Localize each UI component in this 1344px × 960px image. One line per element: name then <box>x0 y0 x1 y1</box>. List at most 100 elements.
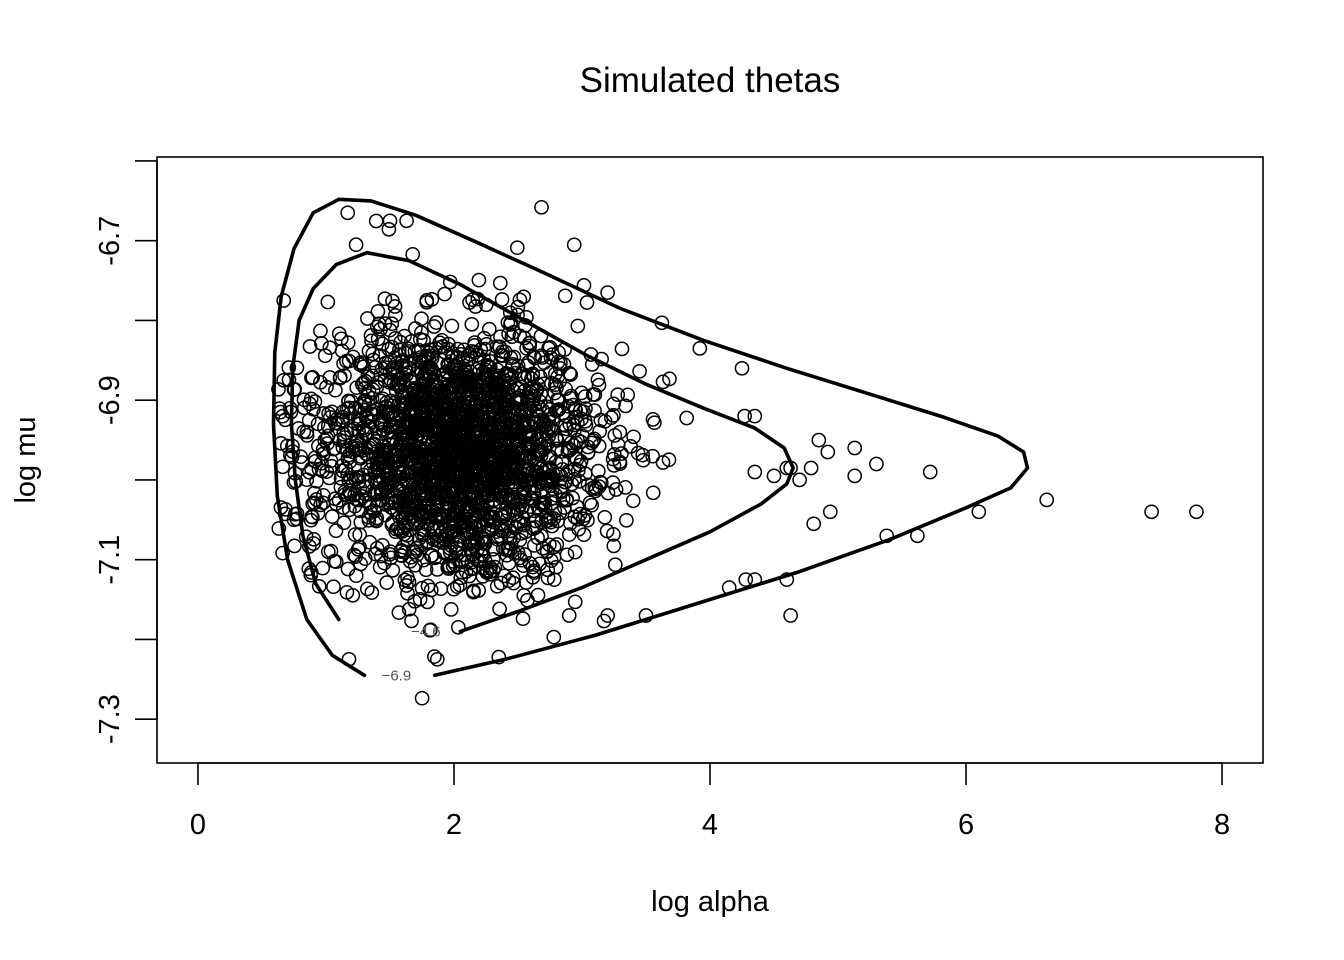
data-point <box>558 467 574 483</box>
data-point <box>349 470 365 485</box>
data-point <box>606 408 621 423</box>
data-point <box>391 453 407 469</box>
data-point <box>449 455 465 471</box>
data-point <box>692 341 708 356</box>
data-point <box>380 424 396 440</box>
data-point <box>423 446 439 462</box>
data-point <box>536 376 552 392</box>
y-tick-label: -7.1 <box>94 535 126 585</box>
data-point <box>610 387 626 403</box>
data-point <box>811 432 827 448</box>
data-point <box>582 495 598 511</box>
data-point <box>561 608 577 623</box>
data-point <box>530 456 545 472</box>
data-point <box>626 429 641 445</box>
data-point <box>464 375 480 390</box>
data-point <box>302 464 317 480</box>
data-point <box>463 561 479 577</box>
data-point <box>448 401 464 417</box>
data-point <box>411 460 427 475</box>
data-point <box>417 350 433 365</box>
data-point <box>549 432 565 448</box>
data-point <box>309 473 324 489</box>
data-point <box>555 491 571 507</box>
data-point <box>275 459 291 475</box>
data-point <box>528 513 544 529</box>
y-tick-label: -6.9 <box>94 375 126 425</box>
data-point <box>446 581 462 597</box>
data-point <box>271 521 287 536</box>
data-point <box>491 447 507 463</box>
contour-label: −4.6 <box>411 623 441 640</box>
data-point <box>442 520 458 535</box>
data-point <box>432 508 447 524</box>
data-point <box>474 494 490 510</box>
data-point <box>600 285 615 300</box>
y-tick-label: -6.7 <box>94 216 126 266</box>
data-point <box>579 295 595 310</box>
data-point <box>399 578 414 593</box>
data-point <box>413 467 429 482</box>
data-point <box>459 472 475 488</box>
data-point <box>399 213 414 229</box>
data-point <box>386 409 401 425</box>
data-point <box>557 288 573 304</box>
data-point <box>315 442 331 457</box>
contours-layer: −4.6 −6.9 <box>271 197 1030 684</box>
data-point <box>525 368 541 384</box>
data-point <box>371 316 387 332</box>
data-point <box>317 348 333 364</box>
data-point <box>382 546 398 562</box>
data-point <box>357 426 373 442</box>
data-point <box>352 442 368 457</box>
data-point <box>543 449 558 465</box>
data-point <box>453 492 468 508</box>
data-point <box>381 221 397 237</box>
data-point <box>419 294 435 310</box>
data-point <box>922 464 938 480</box>
data-point <box>541 448 557 464</box>
data-point <box>467 520 483 536</box>
data-point <box>464 554 480 570</box>
data-point <box>387 330 403 346</box>
data-point <box>347 527 363 542</box>
data-point <box>566 417 582 433</box>
data-point <box>468 299 483 314</box>
data-point <box>478 512 494 528</box>
data-point <box>482 473 498 488</box>
data-point <box>313 374 328 390</box>
data-point <box>429 399 444 415</box>
data-point <box>387 299 403 314</box>
data-point <box>508 521 523 536</box>
data-point <box>612 424 628 440</box>
data-point <box>374 361 390 377</box>
data-point <box>783 608 798 623</box>
data-point <box>434 333 450 348</box>
data-point <box>315 560 331 576</box>
data-point <box>414 311 429 327</box>
data-point <box>546 629 562 645</box>
data-point <box>557 430 573 445</box>
data-point <box>527 350 543 366</box>
data-point <box>424 351 440 366</box>
data-point <box>484 416 500 432</box>
data-point <box>603 410 619 426</box>
data-point <box>328 382 343 398</box>
data-point <box>313 323 328 339</box>
data-point <box>528 464 544 479</box>
data-point <box>747 464 763 480</box>
data-point <box>481 321 497 337</box>
data-point <box>474 530 490 546</box>
data-point <box>343 470 358 486</box>
data-point <box>734 360 750 376</box>
data-point <box>608 482 624 497</box>
data-point <box>513 392 529 408</box>
data-point <box>381 475 397 491</box>
data-point <box>635 447 651 463</box>
data-point <box>565 490 580 506</box>
data-point <box>428 422 444 437</box>
data-point <box>655 455 671 470</box>
data-point <box>467 506 483 521</box>
data-point <box>847 468 863 484</box>
data-point <box>435 339 451 354</box>
